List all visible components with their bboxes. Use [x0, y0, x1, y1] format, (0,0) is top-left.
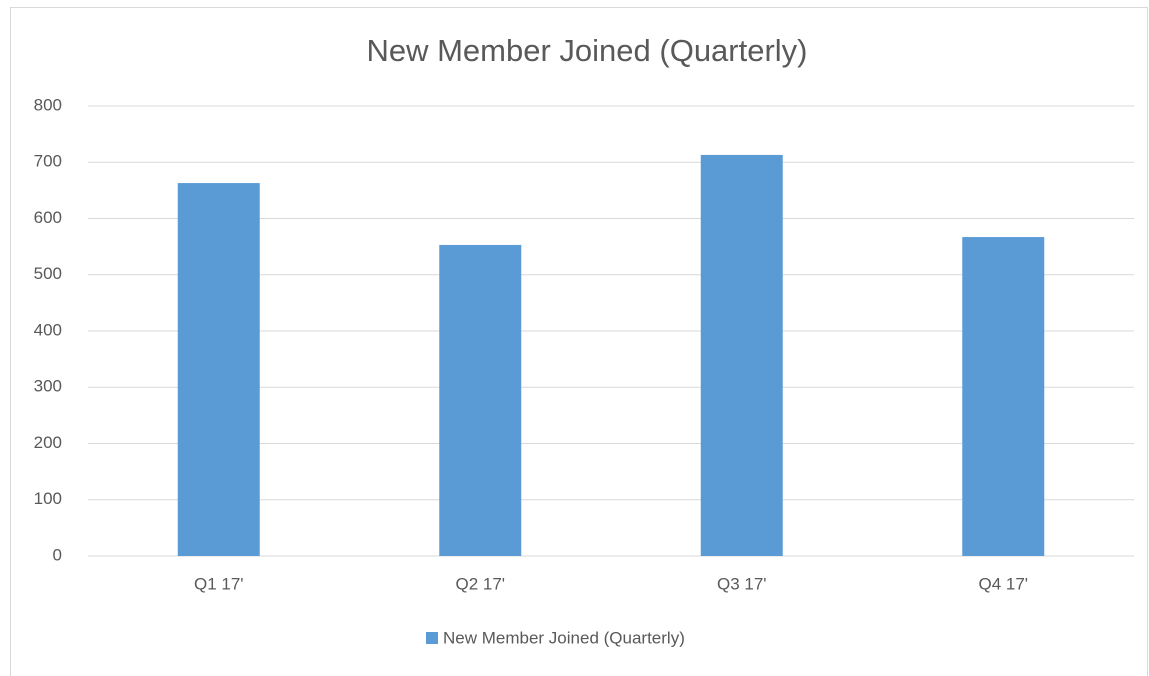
legend-label: New Member Joined (Quarterly) [443, 628, 685, 647]
y-tick-label: 0 [53, 545, 62, 564]
legend-swatch [426, 632, 438, 644]
bar [962, 237, 1045, 556]
bar [177, 183, 260, 556]
y-tick-label: 500 [34, 264, 62, 283]
x-tick-label: Q1 17' [194, 574, 244, 593]
y-tick-label: 600 [34, 208, 62, 227]
y-tick-label: 300 [34, 377, 62, 396]
y-tick-label: 100 [34, 489, 62, 508]
y-tick-label: 700 [34, 152, 62, 171]
y-tick-label: 400 [34, 320, 62, 339]
x-tick-label: Q4 17' [978, 574, 1028, 593]
bar [439, 244, 522, 556]
x-tick-label: Q3 17' [717, 574, 767, 593]
y-tick-label: 800 [34, 95, 62, 114]
chart-title: New Member Joined (Quarterly) [366, 33, 807, 68]
y-tick-label: 200 [34, 433, 62, 452]
x-tick-label: Q2 17' [455, 574, 505, 593]
bar [700, 154, 783, 556]
